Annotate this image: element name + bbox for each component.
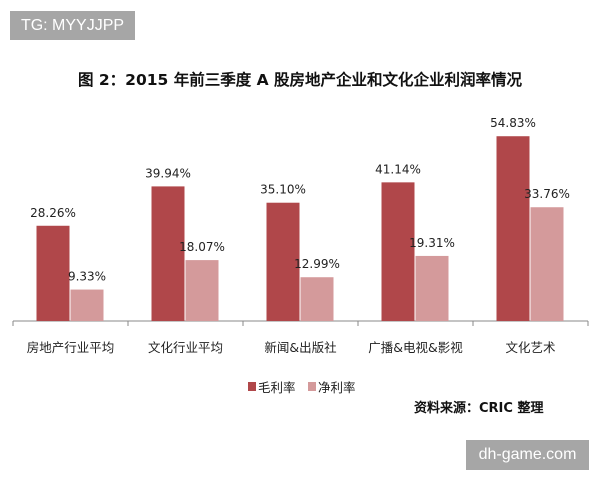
bar-gross	[381, 182, 415, 321]
data-label: 19.31%	[409, 236, 455, 250]
bar-net	[300, 277, 334, 321]
bar-net	[415, 255, 449, 321]
legend-label: 毛利率	[258, 380, 296, 395]
x-tick-label: 新闻&出版社	[264, 340, 336, 355]
x-tick-label: 房地产行业平均	[27, 340, 115, 355]
data-label: 12.99%	[294, 257, 340, 271]
bar-net	[70, 289, 104, 321]
x-tick-label: 广播&电视&影视	[368, 340, 463, 355]
bar-net	[185, 260, 219, 321]
bar-gross	[151, 186, 185, 321]
source-note: 资料来源：CRIC 整理	[414, 401, 544, 416]
x-tick-label: 文化艺术	[505, 340, 556, 355]
watermark-top-left: TG: MYYJJPP	[10, 11, 135, 40]
data-label: 35.10%	[260, 183, 306, 197]
legend-swatch	[308, 382, 316, 391]
data-label: 9.33%	[68, 270, 106, 284]
data-label: 33.76%	[524, 187, 570, 201]
x-tick-label: 文化行业平均	[148, 340, 223, 355]
data-label: 28.26%	[30, 206, 76, 220]
legend-swatch	[248, 382, 256, 391]
chart-title: 图 2：2015 年前三季度 A 股房地产企业和文化企业利润率情况	[77, 71, 522, 89]
bar-gross	[496, 136, 530, 321]
data-label: 18.07%	[179, 240, 225, 254]
bar-gross	[36, 225, 70, 321]
watermark-bottom-right: dh-game.com	[466, 440, 589, 470]
bar-gross	[266, 202, 300, 321]
data-label: 54.83%	[490, 116, 536, 130]
data-label: 41.14%	[375, 162, 421, 176]
bar-net	[530, 207, 564, 321]
legend-label: 净利率	[318, 380, 356, 395]
data-label: 39.94%	[145, 166, 191, 180]
